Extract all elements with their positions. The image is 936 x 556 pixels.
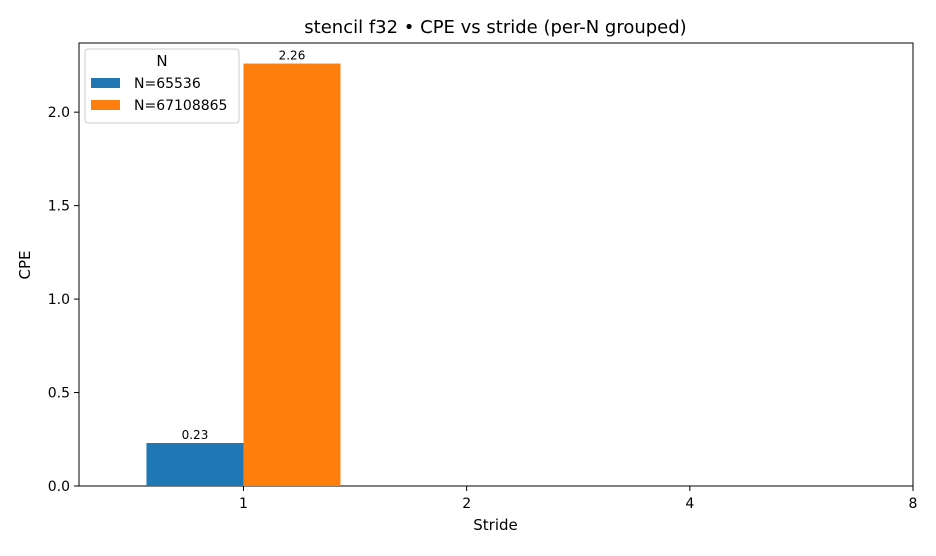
legend-swatch-1 — [91, 100, 120, 110]
plot-frame — [78, 42, 914, 487]
legend-title: N — [156, 52, 167, 70]
data-label-1-1: 2.26 — [279, 49, 306, 63]
labels-layer: 0.23 2.26 — [182, 49, 306, 442]
y-tick-label: 0.0 — [48, 479, 70, 495]
y-tick-label: 1.5 — [48, 199, 70, 215]
x-tick-label: 4 — [685, 496, 694, 512]
legend-label-0: N=65536 — [134, 76, 201, 92]
y-tick-label: 1.0 — [48, 292, 70, 308]
x-tick-label: 2 — [462, 496, 471, 512]
bar-0-1 — [146, 443, 244, 486]
y-axis-label: CPE — [16, 251, 34, 280]
x-axis-label: Stride — [473, 516, 518, 534]
bars-layer — [146, 63, 341, 486]
chart-title: stencil f32 • CPE vs stride (per-N group… — [304, 17, 686, 38]
data-label-0-1: 0.23 — [182, 428, 209, 442]
axes-layer — [78, 42, 914, 487]
legend-label-1: N=67108865 — [134, 98, 227, 114]
legend-box — [84, 48, 240, 124]
x-tick-label: 8 — [909, 496, 918, 512]
y-tick-label: 0.5 — [48, 386, 70, 402]
x-tick-label: 1 — [239, 496, 248, 512]
bar-1-1 — [243, 63, 341, 486]
y-tick-label: 2.0 — [48, 105, 70, 121]
legend: N N=65536 N=67108865 — [84, 48, 240, 124]
ticks-layer: 0.0 0.5 1.0 1.5 2.0 1 2 4 8 — [48, 105, 918, 512]
legend-swatch-0 — [91, 78, 120, 88]
legend-items: N=65536 N=67108865 — [91, 76, 227, 114]
